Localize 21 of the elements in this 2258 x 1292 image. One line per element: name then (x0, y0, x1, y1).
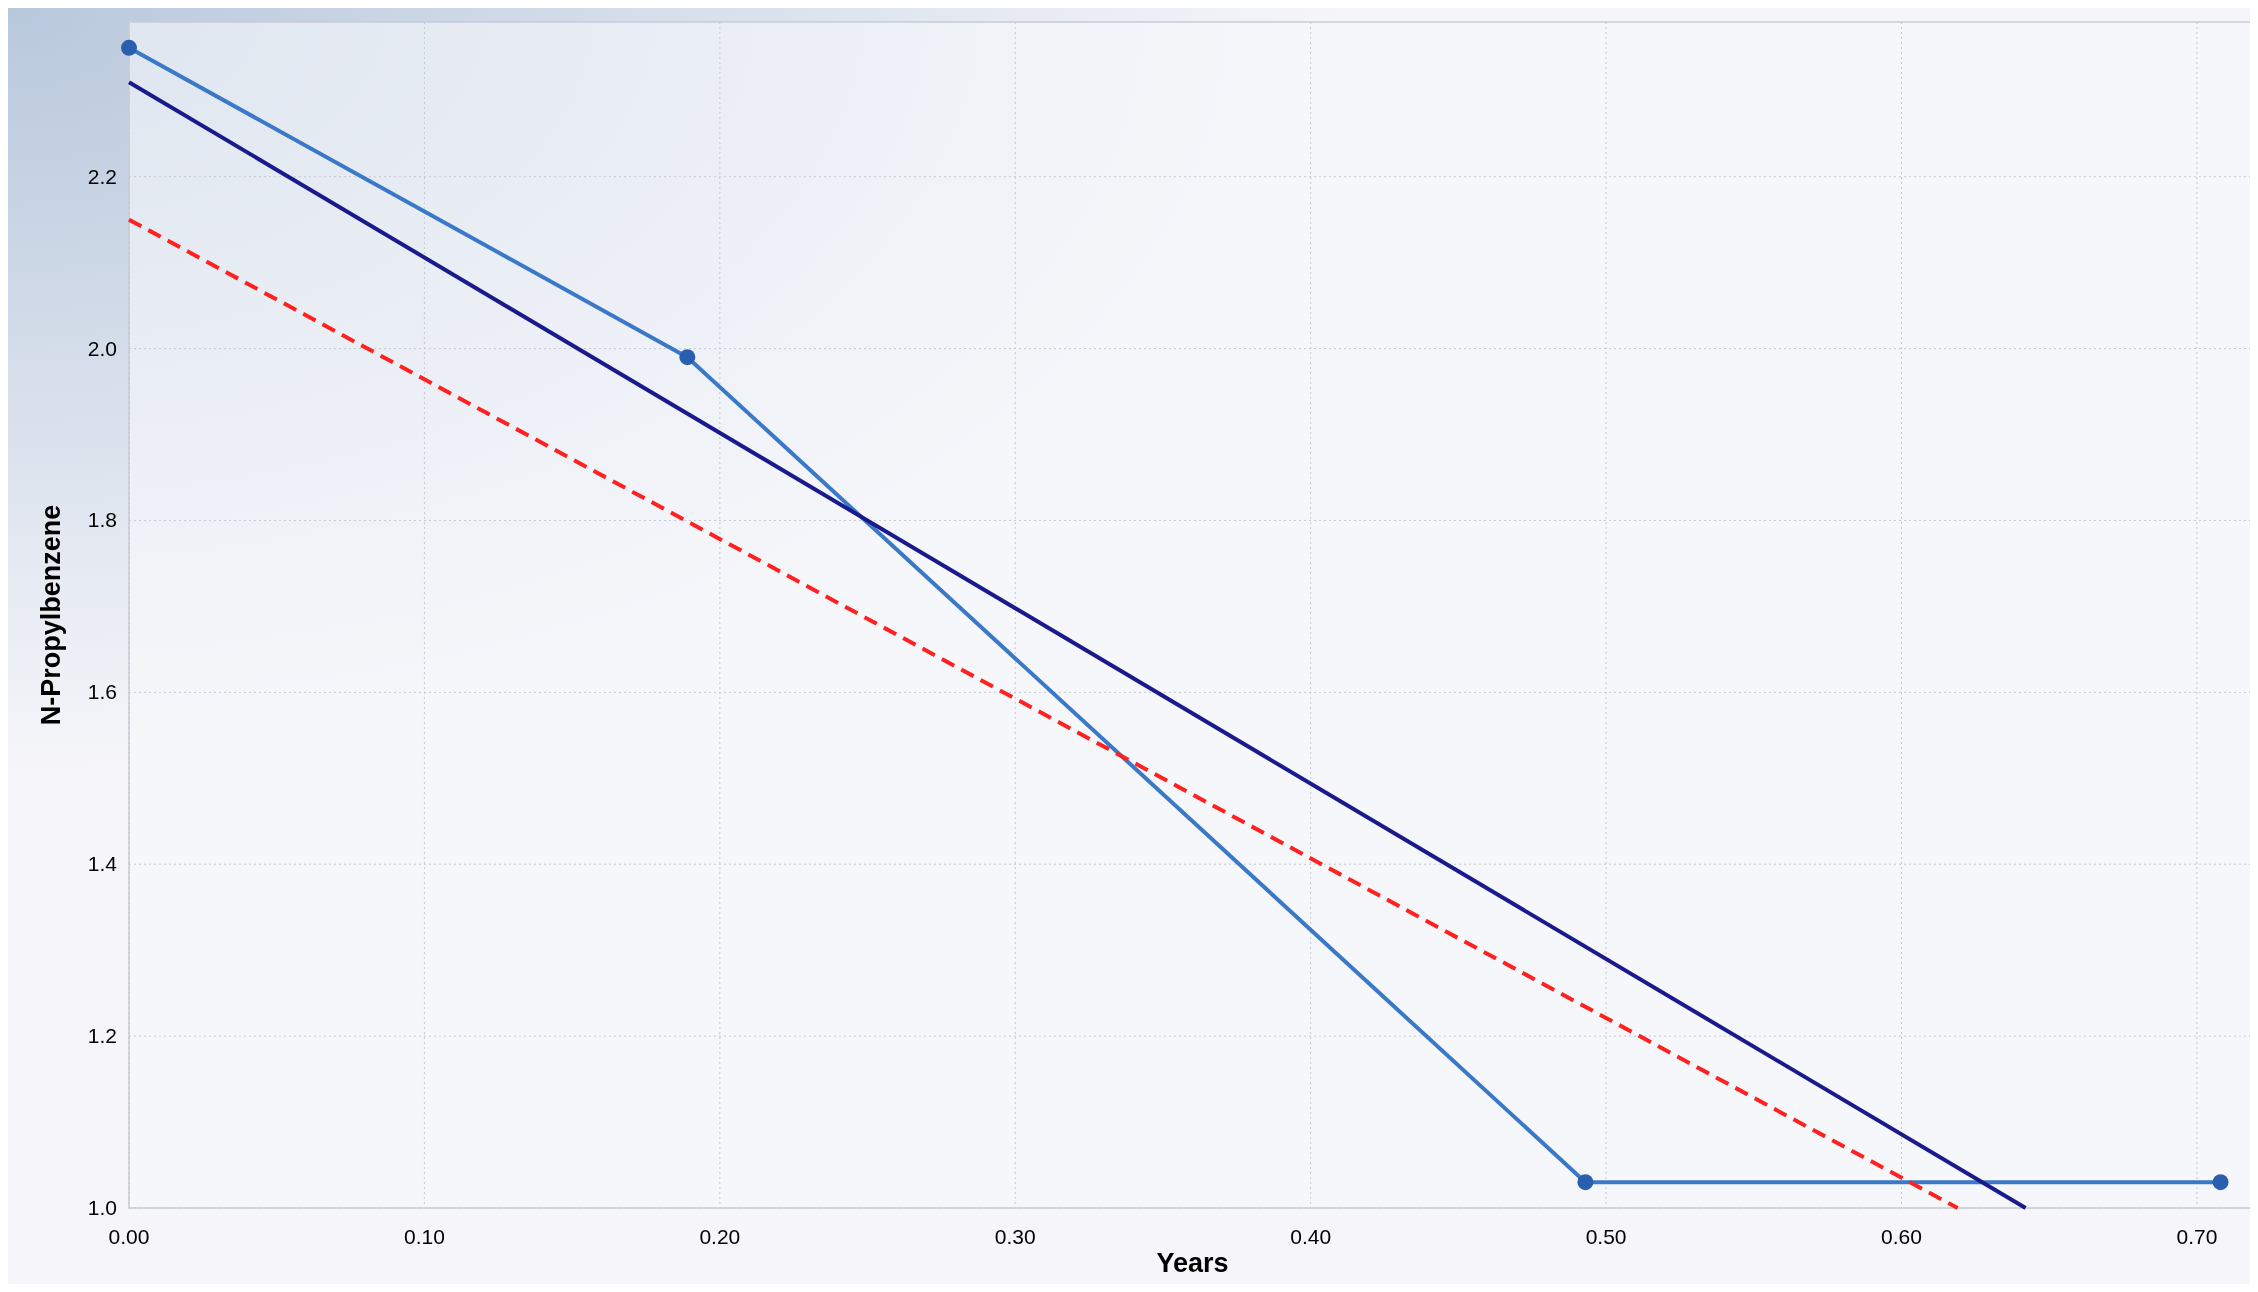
point (121, 39, 137, 56)
point (679, 349, 696, 366)
x-tick-label: 0.20 (699, 1225, 741, 1248)
y-tick-label: 1.0 (87, 1196, 117, 1219)
y-tick-label: 1.8 (87, 508, 117, 532)
y-tick-label: 1.4 (87, 852, 118, 876)
x-tick-label: 0.30 (994, 1225, 1036, 1248)
x-tick-label: 0.70 (2176, 1225, 2218, 1248)
x-axis-title: Years (1156, 1248, 1229, 1278)
x-tick-label: 0.10 (403, 1225, 445, 1248)
x-tick-label: 0.60 (1881, 1225, 1922, 1248)
y-tick-label: 2.2 (87, 164, 117, 188)
point (2212, 1174, 2229, 1191)
y-tick-label: 1.2 (87, 1024, 117, 1048)
y-tick-label: 1.6 (87, 680, 117, 704)
point (1577, 1174, 1594, 1191)
x-tick-label: 0.40 (1290, 1225, 1332, 1248)
x-tick-label: 0.00 (108, 1225, 150, 1248)
y-tick-label: 2.0 (87, 336, 117, 360)
x-tick-label: 0.50 (1585, 1225, 1627, 1248)
y-axis-title: N-Propylbenzene (36, 504, 66, 726)
